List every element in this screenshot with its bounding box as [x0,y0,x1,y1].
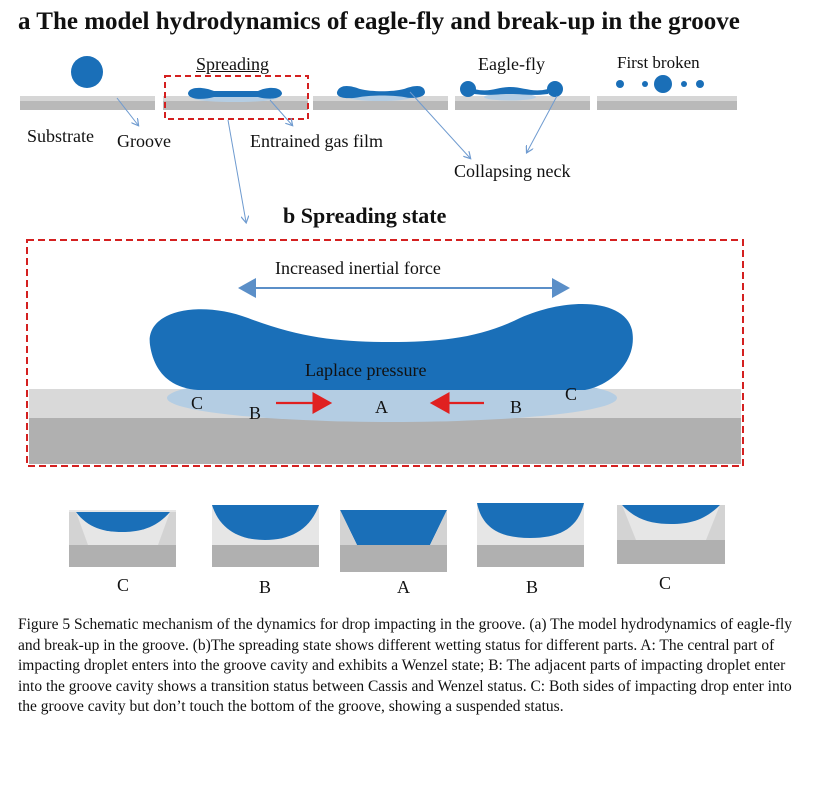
label-c-left: C [191,393,204,413]
label-spreading: Spreading [196,54,269,74]
necking-droplet [336,86,425,101]
state-c-left [69,510,176,567]
label-substrate: Substrate [27,126,94,146]
state-label-c-left: C [117,575,130,595]
state-label-c-right: C [659,573,672,593]
label-laplace-pressure: Laplace pressure [305,360,427,380]
figure-graphics [20,56,744,572]
panel-b-droplet [149,304,633,390]
state-label-a: A [397,577,410,597]
spreading-droplet [188,87,282,102]
substrate-strip-1 [20,96,155,101]
label-first-broken: First broken [617,53,700,72]
label-entrained-gas-film: Entrained gas film [250,131,383,151]
state-c-right [617,505,725,564]
panel-b-title: b Spreading state [283,203,447,228]
state-b-right [477,503,584,567]
label-increased-inertial-force: Increased inertial force [275,258,441,278]
eagle-fly-droplet [460,81,563,101]
label-a-center: A [375,397,388,417]
panel-b-border [26,239,744,467]
spreading-highlight-box [164,75,309,120]
label-groove: Groove [117,131,171,151]
broken-droplets [616,75,704,93]
falling-droplet [71,56,103,88]
state-label-b-right: B [526,577,539,597]
label-eagle-fly: Eagle-fly [478,54,545,74]
state-b-left [212,505,319,567]
figure-caption: Figure 5 Schematic mechanism of the dyna… [18,616,793,715]
substrate-strip-5 [597,96,737,101]
label-b-left: B [249,403,262,423]
panel-a-title: a The model hydrodynamics of eagle-fly a… [18,8,740,35]
state-label-b-left: B [259,577,272,597]
state-a [340,510,447,572]
panel-a-pointers [116,91,558,222]
label-collapsing-neck: Collapsing neck [454,161,571,181]
label-c-right: C [565,384,578,404]
label-b-right: B [510,397,523,417]
